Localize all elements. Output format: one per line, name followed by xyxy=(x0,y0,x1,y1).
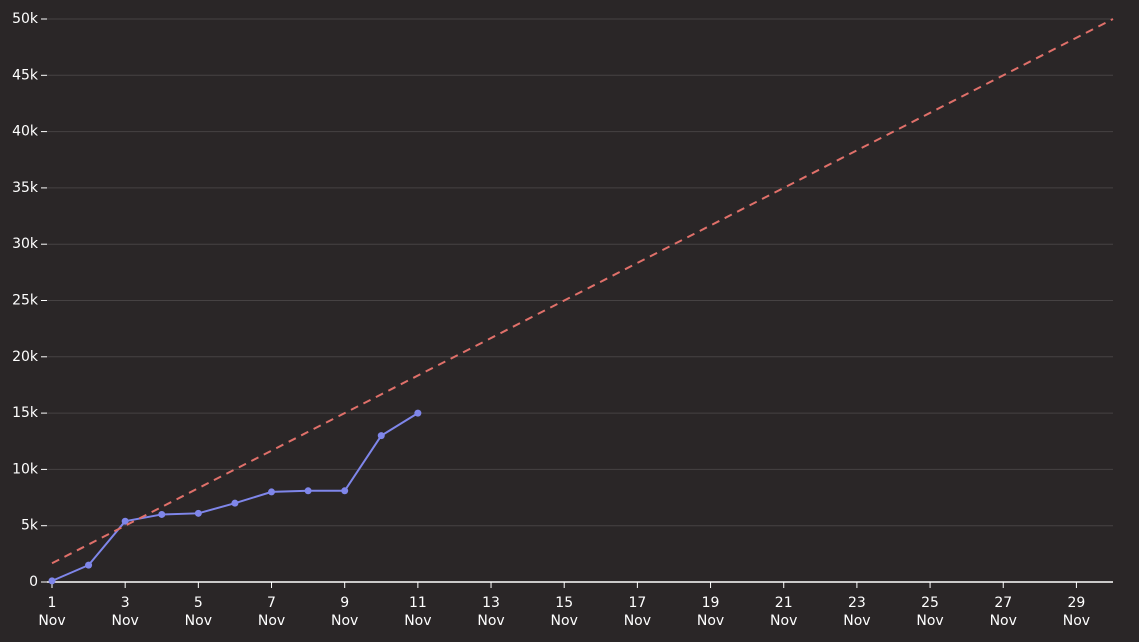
x-tick-label-line: Nov xyxy=(990,613,1017,629)
y-tick-label: 0 xyxy=(29,574,38,590)
point xyxy=(231,499,239,507)
point xyxy=(48,577,56,585)
x-tick-label-line: Nov xyxy=(551,613,578,629)
y-tick-label: 35k xyxy=(12,180,39,196)
y-tick-label: 5k xyxy=(21,518,39,534)
x-tick-label-line: 19 xyxy=(702,595,720,611)
x-tick-label-line: 3 xyxy=(121,595,130,611)
x-tick-label-line: 13 xyxy=(482,595,500,611)
y-tick-label: 15k xyxy=(12,405,39,421)
x-tick-label-line: Nov xyxy=(38,613,65,629)
x-tick-label: 13 Nov xyxy=(477,595,504,629)
point xyxy=(377,432,385,440)
x-tick-label-line: Nov xyxy=(477,613,504,629)
x-tick-label-line: Nov xyxy=(697,613,724,629)
x-tick-label-line: 21 xyxy=(775,595,793,611)
x-tick-label: 1 Nov xyxy=(38,595,65,629)
x-tick-label-line: Nov xyxy=(770,613,797,629)
x-tick-label: 9 Nov xyxy=(331,595,358,629)
x-tick-label-line: 29 xyxy=(1067,595,1085,611)
x-tick-label: 29 Nov xyxy=(1063,595,1090,629)
x-tick-label-line: Nov xyxy=(916,613,943,629)
x-tick-label-line: Nov xyxy=(258,613,285,629)
x-tick-label: 17 Nov xyxy=(624,595,651,629)
x-tick-label: 21 Nov xyxy=(770,595,797,629)
x-tick-label: 19 Nov xyxy=(697,595,724,629)
x-tick-label-line: Nov xyxy=(112,613,139,629)
point xyxy=(304,487,312,495)
x-tick-label-line: Nov xyxy=(1063,613,1090,629)
x-tick-label-line: 27 xyxy=(994,595,1012,611)
x-tick-label: 5 Nov xyxy=(185,595,212,629)
x-tick-label-line: 9 xyxy=(340,595,349,611)
x-tick-label-line: Nov xyxy=(185,613,212,629)
x-tick-label-line: 23 xyxy=(848,595,866,611)
x-tick-label-line: Nov xyxy=(331,613,358,629)
x-tick-label-line: 11 xyxy=(409,595,427,611)
point xyxy=(414,409,422,417)
series-line xyxy=(51,18,1114,565)
y-tick-label: 25k xyxy=(12,293,39,309)
x-tick-label: 11 Nov xyxy=(404,595,431,629)
point xyxy=(341,487,349,495)
y-tick-label: 30k xyxy=(12,236,39,252)
x-tick-label: 27 Nov xyxy=(990,595,1017,629)
x-tick-label: 25 Nov xyxy=(916,595,943,629)
point xyxy=(194,509,202,517)
x-tick-label-line: Nov xyxy=(843,613,870,629)
point xyxy=(268,488,276,496)
x-tick-label-line: 15 xyxy=(555,595,573,611)
x-tick-label: 15 Nov xyxy=(551,595,578,629)
x-tick-label-line: 7 xyxy=(267,595,276,611)
y-tick-label: 20k xyxy=(12,349,39,365)
x-tick-label-line: 1 xyxy=(48,595,57,611)
x-tick-label-line: 25 xyxy=(921,595,939,611)
x-tick-label-line: 17 xyxy=(628,595,646,611)
y-tick-label: 40k xyxy=(12,124,39,140)
y-tick-label: 45k xyxy=(12,67,39,83)
x-tick-label: 23 Nov xyxy=(843,595,870,629)
x-tick-label: 3 Nov xyxy=(112,595,139,629)
y-tick-label: 10k xyxy=(12,461,39,477)
x-tick-label-line: 5 xyxy=(194,595,203,611)
point xyxy=(121,517,129,525)
point xyxy=(85,561,93,569)
point xyxy=(158,510,166,518)
y-tick-label: 50k xyxy=(12,11,39,27)
x-tick-label: 7 Nov xyxy=(258,595,285,629)
x-tick-label-line: Nov xyxy=(624,613,651,629)
x-tick-label-line: Nov xyxy=(404,613,431,629)
